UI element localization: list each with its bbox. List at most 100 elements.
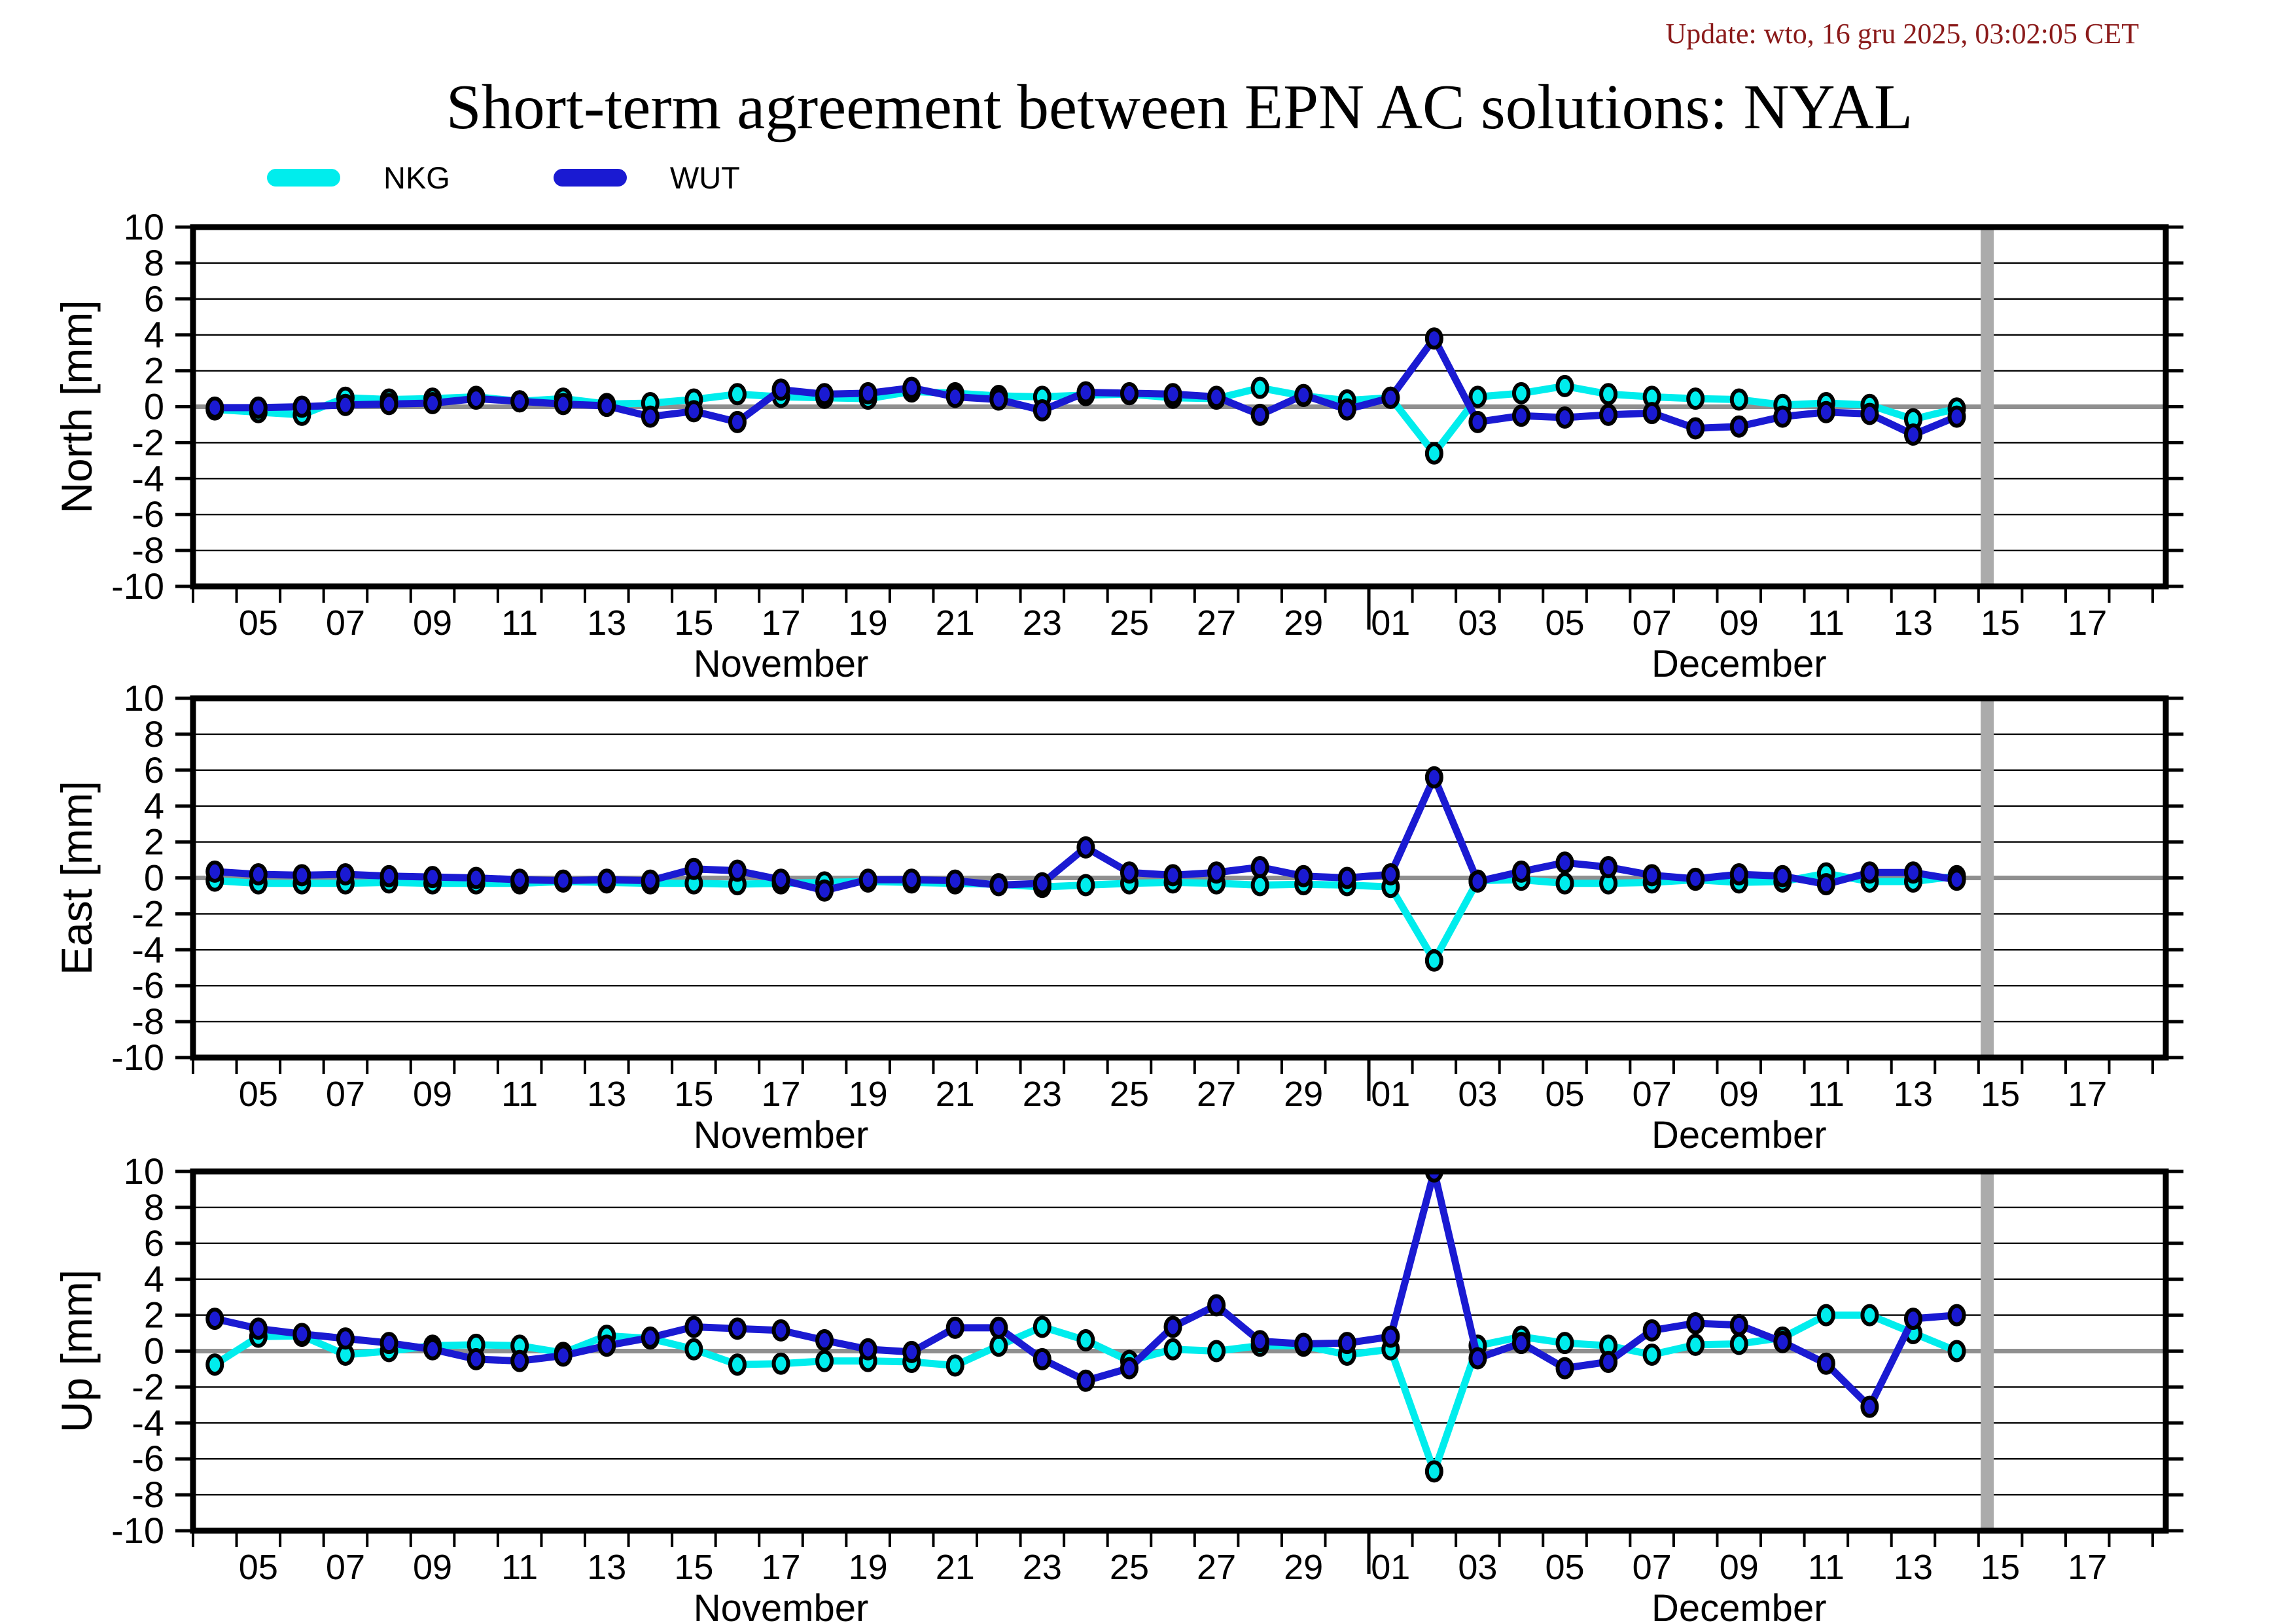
wut-marker — [205, 1308, 224, 1330]
wut-marker — [771, 868, 790, 891]
month-label: December — [1651, 1587, 1827, 1623]
nkg-marker — [1207, 1340, 1226, 1363]
wut-marker — [510, 868, 529, 891]
wut-marker — [1511, 404, 1530, 427]
wut-marker — [1642, 864, 1661, 887]
x-day-label: 29 — [1284, 1075, 1323, 1114]
x-day-label: 09 — [1720, 603, 1759, 643]
x-day-label: 11 — [1808, 1075, 1845, 1114]
y-tick-label: -10 — [111, 1510, 164, 1551]
x-day-label: 17 — [2068, 603, 2107, 643]
x-day-label: 25 — [1110, 1075, 1149, 1114]
nkg-marker — [989, 1334, 1008, 1357]
wut-marker — [771, 1319, 790, 1342]
wut-marker — [684, 400, 703, 423]
nkg-marker — [1424, 949, 1443, 972]
month-label: December — [1651, 643, 1827, 685]
wut-marker — [467, 866, 486, 889]
wut-marker — [1337, 1332, 1356, 1355]
wut-marker — [1120, 1357, 1139, 1380]
x-day-label: 15 — [674, 1075, 713, 1114]
wut-marker — [467, 1347, 486, 1370]
y-tick-label: -4 — [132, 457, 164, 499]
wut-marker — [249, 396, 268, 419]
y-tick-label: 10 — [124, 206, 164, 247]
wut-marker — [205, 860, 224, 883]
x-day-label: 29 — [1284, 1548, 1323, 1587]
wut-marker — [1163, 864, 1182, 887]
x-day-label: 07 — [1633, 603, 1672, 643]
nkg-marker — [1076, 1329, 1095, 1352]
wut-marker — [1294, 865, 1313, 887]
x-day-label: 15 — [674, 603, 713, 643]
wut-marker — [1773, 865, 1792, 887]
wut-marker — [1642, 1319, 1661, 1342]
nkg-marker — [1076, 874, 1095, 897]
nkg-marker — [1163, 1338, 1182, 1361]
wut-marker — [902, 376, 921, 399]
wut-series — [205, 1171, 1966, 1418]
wut-marker — [728, 410, 747, 433]
nkg-marker — [1250, 376, 1269, 399]
wut-marker — [1424, 766, 1443, 789]
wut-marker — [249, 863, 268, 886]
y-tick-label: -2 — [132, 1366, 164, 1407]
x-day-label: 21 — [936, 1075, 975, 1114]
x-day-label: 03 — [1458, 1548, 1497, 1587]
wut-marker — [1207, 1294, 1226, 1317]
x-day-label: 15 — [1981, 1548, 2020, 1587]
wut-marker — [1816, 401, 1835, 423]
wut-marker — [1729, 1313, 1748, 1336]
y-tick-label: -2 — [132, 893, 164, 934]
legend: NKG WUT — [267, 160, 740, 196]
wut-marker — [945, 1316, 964, 1339]
x-day-label: 13 — [587, 1075, 626, 1114]
x-day-label: 21 — [936, 603, 975, 643]
wut-marker — [858, 868, 877, 891]
y-tick-label: -10 — [111, 1037, 164, 1078]
wut-marker — [336, 1327, 355, 1350]
nkg-marker — [1468, 385, 1487, 408]
y-tick-label: 4 — [144, 785, 164, 827]
x-day-label: 07 — [326, 1548, 365, 1587]
x-day-label: 05 — [239, 1548, 278, 1587]
x-day-label: 27 — [1197, 1075, 1236, 1114]
wut-marker — [1120, 382, 1139, 404]
y-tick-label: 0 — [144, 386, 164, 427]
y-tick-label: -4 — [132, 929, 164, 970]
y-tick-label: 2 — [144, 350, 164, 391]
legend-label-wut: WUT — [669, 160, 740, 195]
wut-marker — [684, 1315, 703, 1338]
page-title: Short-term agreement between EPN AC solu… — [446, 72, 1913, 142]
wut-marker — [902, 1340, 921, 1363]
wut-marker — [728, 1317, 747, 1340]
nkg-marker — [1424, 1460, 1443, 1483]
nkg-marker — [1816, 1304, 1835, 1327]
wut-marker — [380, 393, 398, 416]
x-day-label: 19 — [849, 1548, 888, 1587]
x-day-label: 11 — [501, 1548, 538, 1587]
nkg-marker — [205, 1353, 224, 1376]
y-tick-label: 4 — [144, 314, 164, 355]
x-day-label: 09 — [1720, 1548, 1759, 1587]
wut-marker — [1555, 1357, 1574, 1380]
wut-marker — [1816, 1352, 1835, 1375]
wut-marker — [336, 393, 355, 416]
wut-marker — [1076, 1369, 1095, 1392]
wut-marker — [292, 1323, 311, 1346]
wut-marker — [684, 857, 703, 880]
wut-marker — [945, 869, 964, 892]
wut-marker — [423, 866, 442, 889]
wut-marker — [1903, 423, 1922, 446]
wut-marker — [1642, 402, 1661, 425]
wut-marker — [205, 396, 224, 419]
wut-marker — [1773, 1330, 1792, 1353]
y-tick-label: -2 — [132, 421, 164, 463]
y-axis-title-up: Up [mm] — [52, 1270, 101, 1433]
wut-marker — [1860, 1395, 1879, 1418]
wut-marker — [1294, 383, 1313, 406]
x-day-label: 07 — [1633, 1548, 1672, 1587]
y-tick-label: -6 — [132, 493, 164, 535]
wut-marker — [1511, 1332, 1530, 1355]
